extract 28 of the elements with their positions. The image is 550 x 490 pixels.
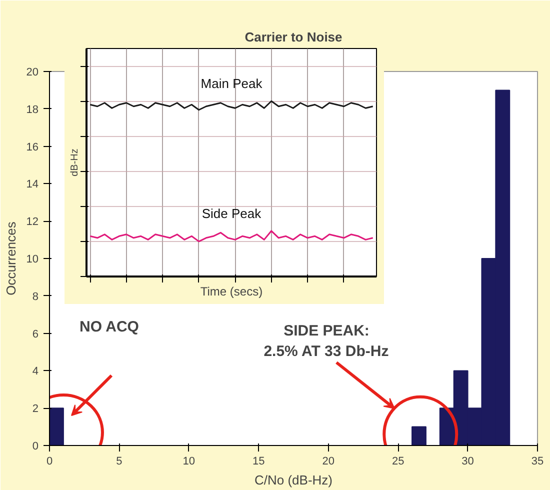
x-tick-label: 25 [392,456,404,468]
x-tick-label: 10 [182,456,196,468]
y-axis-title: Occurrences [3,221,18,296]
y-tick-label: 2 [32,403,39,416]
annotation: NO ACQ [80,318,140,336]
x-tick-label: 0 [46,456,53,468]
y-tick-label: 12 [26,216,39,228]
x-axis-title: C/No (dB-Hz) [254,472,333,488]
annotation: SIDE PEAK: 2.5% AT 33 Db-Hz [264,322,389,360]
y-tick-label: 6 [32,328,39,340]
y-tick-label: 4 [32,366,39,378]
y-axis-title: dB-Hz [70,148,80,176]
chart-title: Carrier to Noise [244,30,342,44]
x-tick-label: 30 [462,456,474,468]
x-tick-label: 20 [322,456,334,468]
x-tick-label: 15 [252,456,265,468]
x-tick-label: 35 [531,456,544,468]
series-label: Main Peak [200,76,263,92]
y-tick-label: 8 [32,290,39,303]
x-tick-label: 5 [116,456,122,468]
y-tick-label: 10 [26,254,39,266]
y-tick-label: 16 [26,141,39,154]
y-tick-label: 0 [32,440,39,452]
y-tick-label: 20 [26,66,39,78]
series-label: Side Peak [202,206,262,221]
y-tick-label: 18 [26,104,39,116]
y-tick-label: 14 [26,178,39,191]
x-axis-title: Time (secs) [200,284,263,298]
